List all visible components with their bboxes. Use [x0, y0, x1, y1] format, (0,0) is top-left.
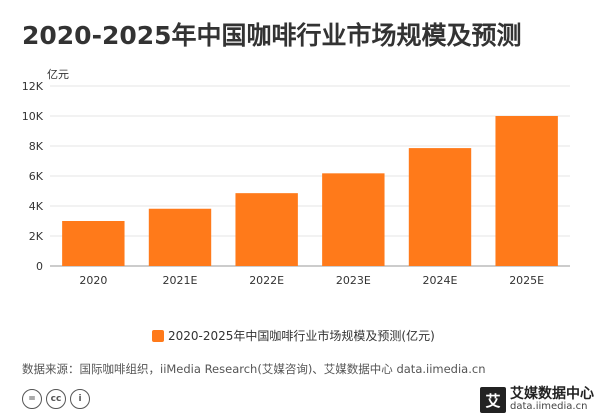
license-icons: = cc i: [22, 389, 90, 409]
bar-2022E: [235, 193, 298, 266]
bar-2023E: [322, 173, 385, 266]
grid-layer: [50, 85, 570, 267]
x-tick-label: 2020: [79, 274, 107, 287]
brand-logo: 艾 艾媒数据中心 data.iimedia.cn: [480, 387, 594, 413]
attribution-icon: i: [70, 389, 90, 409]
y-axis-unit: 亿元: [47, 68, 69, 81]
x-tick-label: 2023E: [336, 274, 371, 287]
bar-2020: [62, 221, 125, 266]
y-tick-label: 10K: [22, 110, 44, 123]
x-tick-label: 2021E: [163, 274, 198, 287]
bar-2025E: [495, 116, 558, 266]
y-tick-label: 12K: [22, 80, 44, 93]
x-tick-label: 2025E: [509, 274, 544, 287]
y-tick-label: 2K: [29, 230, 44, 243]
bar-2024E: [408, 148, 472, 266]
cc-license-icon: cc: [46, 389, 66, 409]
brand-url: data.iimedia.cn: [510, 401, 588, 413]
y-tick-label: 8K: [29, 140, 44, 153]
legend: 2020-2025年中国咖啡行业市场规模及预测(亿元): [152, 327, 435, 344]
legend-swatch: [152, 329, 164, 342]
x-tick-label: 2024E: [423, 274, 458, 287]
nd-license-icon: =: [22, 389, 42, 409]
bar-layer: [62, 116, 558, 266]
legend-label: 2020-2025年中国咖啡行业市场规模及预测(亿元): [168, 329, 435, 343]
chart-title: 2020-2025年中国咖啡行业市场规模及预测: [22, 21, 522, 50]
y-tick-label: 4K: [29, 200, 44, 213]
x-tick-label: 2022E: [249, 274, 284, 287]
y-tick-label: 6K: [29, 170, 44, 183]
brand-logo-icon: 艾: [480, 387, 506, 413]
y-tick-label: 0: [36, 260, 43, 273]
label-layer: 0 2K 4K 6K 8K 10K 12K 2020 2021E 2022E 2023E 2024E 2…: [22, 80, 544, 287]
source-note: 数据来源：国际咖啡组织，iiMedia Research(艾媒咨询)、艾媒数据中…: [22, 362, 486, 376]
brand-name: 艾媒数据中心: [510, 386, 594, 403]
bar-2021E: [148, 208, 212, 266]
